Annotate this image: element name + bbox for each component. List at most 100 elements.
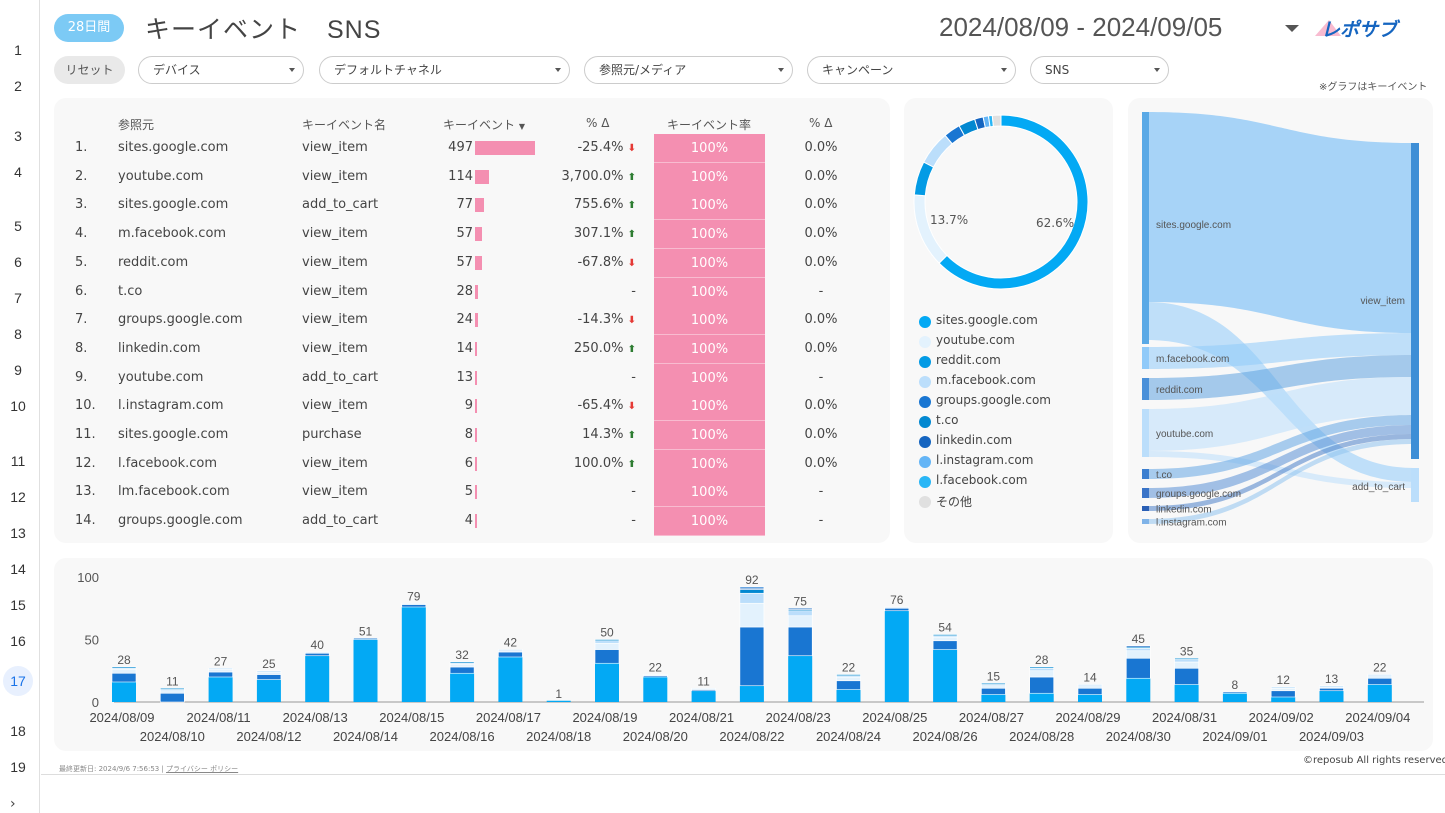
bar-segment[interactable] bbox=[401, 607, 426, 702]
bar-segment[interactable] bbox=[111, 672, 137, 683]
donut-slice[interactable] bbox=[913, 161, 935, 197]
bar-segment[interactable] bbox=[932, 640, 958, 650]
bar-segment[interactable] bbox=[449, 664, 475, 668]
sankey-flow[interactable] bbox=[1147, 451, 1414, 488]
bar-segment[interactable] bbox=[1367, 677, 1393, 685]
bar-segment[interactable] bbox=[305, 655, 330, 702]
sankey-node[interactable] bbox=[1142, 347, 1149, 369]
bar-segment[interactable] bbox=[304, 651, 330, 654]
bar-segment[interactable] bbox=[1126, 678, 1151, 702]
page-number-7[interactable]: 7 bbox=[14, 290, 22, 306]
page-number-9[interactable]: 9 bbox=[14, 362, 22, 378]
table-row[interactable]: 7. groups.google.com view_item 24 -14.3% ⬇ 10… bbox=[54, 306, 874, 336]
bar-segment[interactable] bbox=[1174, 684, 1199, 703]
page-number-10[interactable]: 10 bbox=[10, 398, 26, 414]
bar-segment[interactable] bbox=[788, 655, 813, 702]
table-row[interactable]: 3. sites.google.com add_to_cart 77 755.6% ⬆ 1… bbox=[54, 191, 874, 221]
bar-segment[interactable] bbox=[208, 671, 233, 678]
bar-segment[interactable] bbox=[1078, 694, 1102, 703]
chevron-down-icon[interactable] bbox=[1285, 25, 1299, 32]
bar-segment[interactable] bbox=[449, 666, 475, 674]
donut-slice[interactable] bbox=[938, 114, 1089, 290]
bar-segment[interactable] bbox=[739, 589, 765, 594]
table-row[interactable]: 6. t.co view_item 28 - 100% - bbox=[54, 277, 874, 307]
page-number-1[interactable]: 1 bbox=[14, 42, 22, 58]
bar-segment[interactable] bbox=[1319, 685, 1344, 688]
table-row[interactable]: 11. sites.google.com purchase 8 14.3% ⬆ 100% 0… bbox=[54, 421, 874, 450]
page-number-13[interactable]: 13 bbox=[10, 525, 26, 541]
bar-segment[interactable] bbox=[498, 657, 523, 702]
bar-segment[interactable] bbox=[498, 649, 523, 652]
sankey-node[interactable] bbox=[1142, 378, 1149, 400]
bar-segment[interactable] bbox=[1222, 693, 1247, 702]
donut-slice[interactable] bbox=[991, 114, 1002, 127]
bar-segment[interactable] bbox=[1174, 667, 1199, 685]
bar-segment[interactable] bbox=[1174, 661, 1199, 669]
page-number-8[interactable]: 8 bbox=[14, 326, 22, 342]
bar-segment[interactable] bbox=[256, 671, 282, 675]
bar-segment[interactable] bbox=[256, 670, 282, 673]
bar-segment[interactable] bbox=[353, 639, 378, 703]
bar-segment[interactable] bbox=[112, 682, 136, 702]
page-number-6[interactable]: 6 bbox=[14, 254, 22, 270]
table-row[interactable]: 9. youtube.com add_to_cart 13 - 100% - bbox=[54, 363, 874, 393]
col-events[interactable]: キーイベント ▼ bbox=[443, 116, 525, 133]
page-number-15[interactable]: 15 bbox=[10, 597, 26, 613]
sankey-flow[interactable] bbox=[1147, 434, 1414, 511]
page-number-4[interactable]: 4 bbox=[14, 164, 22, 180]
filter-sns[interactable]: SNS bbox=[1030, 56, 1169, 84]
bar-segment[interactable] bbox=[594, 640, 620, 644]
page-number-12[interactable]: 12 bbox=[10, 489, 26, 505]
bar-segment[interactable] bbox=[836, 676, 861, 682]
bar-segment[interactable] bbox=[1367, 674, 1393, 677]
bar-segment[interactable] bbox=[1126, 650, 1151, 659]
table-row[interactable]: 1. sites.google.com view_item 497 -25.4% ⬇ 10… bbox=[54, 134, 874, 163]
table-row[interactable]: 8. linkedin.com view_item 14 250.0% ⬆ 100% 0.0… bbox=[54, 334, 874, 364]
bar-segment[interactable] bbox=[1319, 690, 1344, 702]
bar-segment[interactable] bbox=[160, 690, 185, 694]
bar-segment[interactable] bbox=[401, 604, 427, 608]
bar-segment[interactable] bbox=[884, 610, 909, 702]
bar-segment[interactable] bbox=[111, 669, 137, 674]
sankey-flow[interactable] bbox=[1147, 425, 1414, 498]
bar-segment[interactable] bbox=[1077, 684, 1103, 687]
bar-segment[interactable] bbox=[691, 687, 716, 690]
bar-segment[interactable] bbox=[1270, 687, 1296, 692]
page-number-3[interactable]: 3 bbox=[14, 128, 22, 144]
bar-segment[interactable] bbox=[933, 649, 958, 703]
bar-segment[interactable] bbox=[981, 685, 1006, 689]
bar-segment[interactable] bbox=[787, 615, 813, 628]
bar-segment[interactable] bbox=[256, 674, 282, 680]
col-source[interactable]: 参照元 bbox=[118, 118, 155, 132]
bar-segment[interactable] bbox=[787, 607, 813, 610]
bar-segment[interactable] bbox=[981, 694, 1006, 703]
page-number-14[interactable]: 14 bbox=[10, 561, 26, 577]
sankey-flow[interactable] bbox=[1147, 333, 1414, 369]
bar-segment[interactable] bbox=[1126, 647, 1151, 652]
bar-segment[interactable] bbox=[498, 651, 523, 658]
page-number-17[interactable]: 17 bbox=[3, 666, 33, 696]
sankey-node[interactable] bbox=[1411, 143, 1419, 459]
bar-segment[interactable] bbox=[787, 626, 813, 657]
page-number-18[interactable]: 18 bbox=[10, 723, 26, 739]
sankey-node[interactable] bbox=[1142, 488, 1149, 498]
sankey-flow[interactable] bbox=[1147, 415, 1414, 479]
donut-slice[interactable] bbox=[913, 194, 948, 264]
table-row[interactable]: 2. youtube.com view_item 114 3,700.0% ⬆ 100% 0… bbox=[54, 162, 874, 192]
table-row[interactable]: 12. l.facebook.com view_item 6 100.0% ⬆ 100% 0… bbox=[54, 449, 874, 479]
bar-segment[interactable] bbox=[787, 610, 813, 617]
bar-segment[interactable] bbox=[932, 636, 958, 642]
bar-segment[interactable] bbox=[884, 606, 910, 609]
bar-segment[interactable] bbox=[691, 690, 716, 702]
bar-segment[interactable] bbox=[1319, 687, 1344, 692]
sankey-flow[interactable] bbox=[1147, 112, 1414, 333]
bar-segment[interactable] bbox=[642, 674, 668, 677]
chevron-right-icon[interactable]: › bbox=[10, 796, 16, 812]
table-row[interactable]: 10. l.instagram.com view_item 9 -65.4% ⬇ 100%… bbox=[54, 392, 874, 422]
table-row[interactable]: 13. lm.facebook.com view_item 5 - 100% - bbox=[54, 478, 874, 508]
bar-segment[interactable] bbox=[160, 692, 185, 703]
bar-segment[interactable] bbox=[1029, 666, 1055, 669]
bar-segment[interactable] bbox=[1029, 693, 1054, 702]
bar-segment[interactable] bbox=[1270, 690, 1296, 698]
col-rate-delta[interactable]: % Δ bbox=[809, 116, 833, 130]
